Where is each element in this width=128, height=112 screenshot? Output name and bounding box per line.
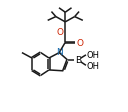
Text: OH: OH: [87, 61, 100, 70]
Text: O: O: [77, 39, 84, 47]
Text: N: N: [56, 48, 63, 57]
Text: O: O: [57, 27, 64, 36]
Text: B: B: [75, 56, 81, 65]
Text: OH: OH: [87, 51, 100, 60]
